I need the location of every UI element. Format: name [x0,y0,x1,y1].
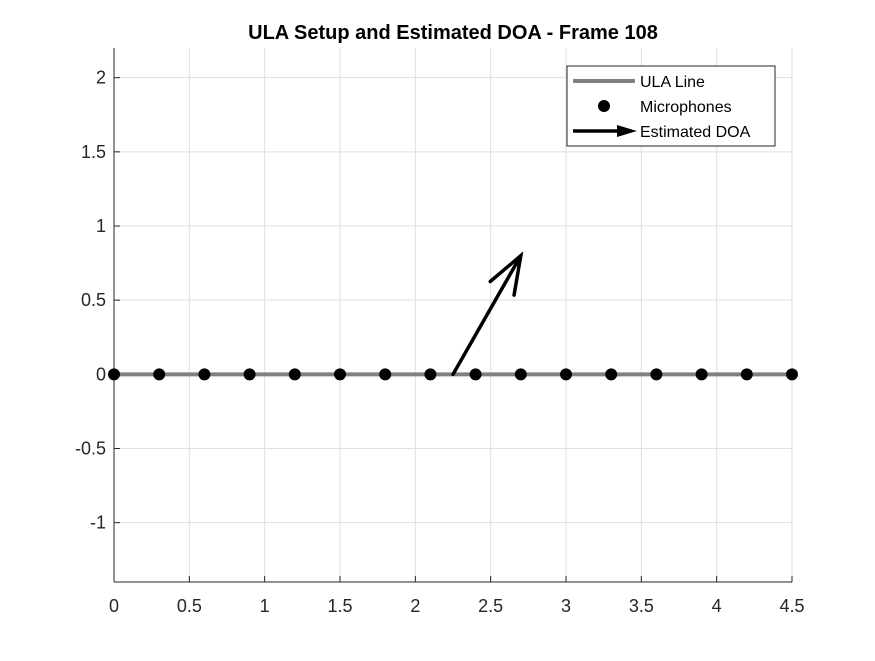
x-tick-label: 2 [410,596,420,616]
legend-label: Microphones [640,99,732,116]
x-tick-label: 4 [712,596,722,616]
y-tick-label: 2 [96,68,106,88]
microphone-marker [695,368,708,381]
y-tick-label: 1.5 [81,142,106,162]
x-tick-label: 3.5 [629,596,654,616]
x-tick-label: 3 [561,596,571,616]
chart-title: ULA Setup and Estimated DOA - Frame 108 [248,22,658,44]
microphone-marker [334,368,346,381]
microphone-marker [379,368,392,381]
microphone-marker [153,368,166,381]
y-tick-label: 0.5 [81,290,106,310]
plot-area [108,251,798,381]
x-tick-label: 4.5 [779,596,804,616]
y-tick-label: 0 [96,364,106,384]
y-tick-label: 1 [96,216,106,236]
legend-swatch-doa-head [617,125,637,137]
microphone-marker [514,368,527,381]
microphone-marker [740,368,753,381]
microphone-marker [560,368,572,381]
microphone-marker [469,368,482,381]
microphone-marker [243,368,256,381]
x-tick-label: 1 [260,596,270,616]
microphone-marker [198,368,211,381]
microphone-marker [605,368,618,381]
microphone-marker [786,368,798,381]
axes: 0 0.5 1 1.5 2 2.5 3 3.5 4 4.5 -1 -0.5 0 0.5 1 1.5 2 [75,48,805,616]
microphone-marker [288,368,301,381]
microphone-marker [424,368,437,381]
doa-arrow-head [488,251,524,297]
legend-label: Estimated DOA [640,124,751,141]
legend-label: ULA Line [640,74,705,91]
microphone-marker [108,368,120,381]
x-tick-label: 0 [109,596,119,616]
legend-swatch-microphones [598,100,610,112]
y-tick-label: -0.5 [75,439,106,459]
legend: ULA Line Microphones Estimated DOA [566,65,776,147]
x-tick-label: 2.5 [478,596,503,616]
x-tick-label: 0.5 [177,596,202,616]
x-tick-label: 1.5 [327,596,352,616]
microphone-marker [650,368,663,381]
doa-arrow-shaft [451,253,523,377]
y-tick-label: -1 [90,513,106,533]
